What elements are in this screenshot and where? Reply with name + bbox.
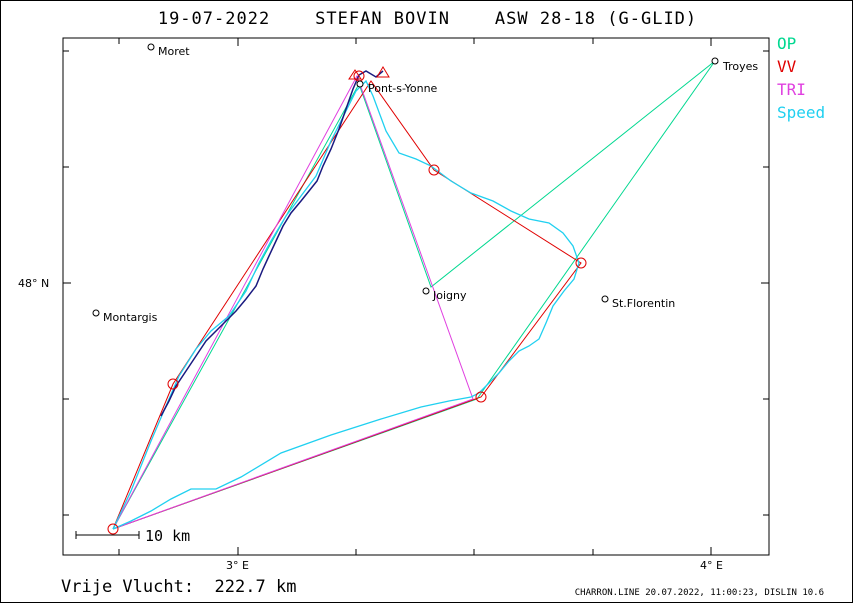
route-vv [112, 80, 582, 530]
distance-label: Vrije Vlucht: [61, 577, 195, 597]
town-troyes: Troyes [722, 60, 758, 73]
town-markers [92, 43, 719, 317]
map-title: 19-07-2022 STEFAN BOVIN ASW 28-18 (G-GLI… [1, 9, 853, 29]
lat-label-48: 48° N [18, 277, 49, 290]
lon-ticks [118, 38, 712, 555]
scale-bar [75, 531, 140, 539]
turnpoints [107, 70, 587, 535]
credit-line: CHARRON.LINE 20.07.2022, 11:00:23, DISLI… [574, 588, 824, 598]
glider-type: ASW 28-18 (G-GLID) [494, 9, 698, 29]
town-dot-stflorentin [601, 295, 609, 303]
finish-marker-icon [376, 66, 390, 78]
town-dot-pont [356, 80, 364, 88]
lon-label-4: 4° E [700, 559, 723, 572]
plot-frame [62, 37, 770, 556]
lon-label-3: 3° E [226, 559, 249, 572]
town-dot-joigny [422, 287, 430, 295]
legend-op: OP [777, 34, 797, 53]
legend-speed: Speed [777, 103, 826, 122]
town-pont-s-yonne: Pont-s-Yonne [368, 82, 438, 95]
town-joigny: Joigny [432, 289, 467, 302]
distance-summary: Vrije Vlucht: 222.7 km [61, 577, 296, 597]
town-moret: Moret [158, 45, 190, 58]
town-dot-montargis [92, 309, 100, 317]
legend-vv: VV [777, 57, 797, 76]
route-tri [112, 74, 474, 530]
lat-ticks [63, 50, 769, 516]
legend-tri: TRI [777, 80, 806, 99]
track-flight [160, 70, 384, 417]
route-op [112, 60, 716, 530]
scale-bar-label: 10 km [145, 527, 190, 545]
town-dot-troyes [711, 57, 719, 65]
start-marker-icon [348, 69, 362, 80]
town-dot-moret [147, 43, 155, 51]
flight-date: 19-07-2022 [157, 9, 271, 29]
pilot-name: STEFAN BOVIN [315, 9, 450, 29]
town-st-florentin: St.Florentin [612, 297, 675, 310]
town-montargis: Montargis [103, 311, 158, 324]
distance-value: 222.7 km [214, 577, 297, 597]
track-speed [112, 79, 580, 530]
